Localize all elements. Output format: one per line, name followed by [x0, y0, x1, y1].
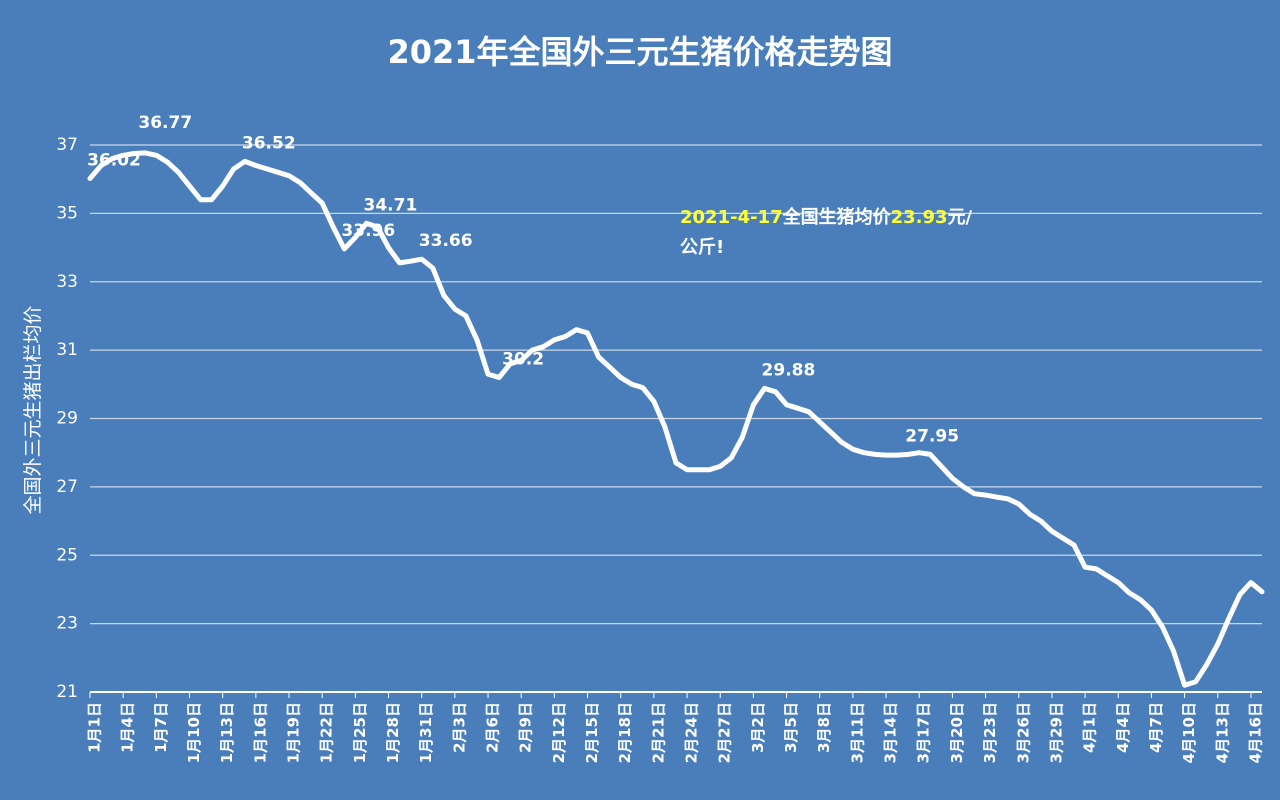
data-label: 29.88: [762, 360, 816, 380]
annotation: 2021-4-17全国生猪均价23.93元/: [680, 206, 973, 228]
x-tick-label: 2月21日: [649, 702, 667, 763]
data-label: 36.77: [138, 113, 192, 133]
data-label: 36.52: [242, 133, 296, 153]
y-tick-label: 23: [56, 614, 78, 634]
data-label: 30.2: [502, 349, 544, 369]
annotation-part: 元/: [948, 207, 973, 228]
annotation: 公斤!: [680, 237, 724, 258]
y-tick-label: 35: [56, 203, 78, 223]
x-tick-label: 1月16日: [251, 702, 269, 763]
x-tick-label: 4月4日: [1114, 702, 1132, 753]
x-tick-label: 2月15日: [583, 702, 601, 763]
x-tick-label: 1月28日: [384, 702, 402, 763]
x-tick-label: 1月31日: [417, 702, 435, 763]
data-label: 27.95: [905, 426, 959, 446]
data-label: 33.66: [419, 231, 473, 251]
x-tick-label: 3月2日: [749, 702, 767, 753]
x-tick-label: 2月3日: [450, 702, 468, 753]
y-tick-label: 25: [56, 545, 78, 565]
x-tick-label: 2月6日: [484, 702, 502, 753]
x-tick-label: 1月22日: [318, 702, 336, 763]
price-line: [87, 150, 1265, 688]
x-tick-label: 3月14日: [882, 702, 900, 763]
y-tick-label: 27: [56, 477, 78, 497]
x-tick-label: 1月1日: [86, 702, 104, 753]
x-tick-label: 4月1日: [1081, 702, 1099, 753]
data-label: 34.71: [364, 195, 418, 215]
x-tick-label: 3月8日: [815, 702, 833, 753]
x-tick-label: 1月25日: [351, 702, 369, 763]
x-tick-label: 3月5日: [782, 702, 800, 753]
x-tick-label: 3月26日: [1014, 702, 1032, 763]
x-tick-label: 1月7日: [152, 702, 170, 753]
annotation-part: 23.93: [891, 207, 948, 228]
x-tick-label: 1月4日: [119, 702, 137, 753]
annotation-part: 2021-4-17: [680, 207, 783, 228]
x-tick-label: 4月7日: [1147, 702, 1165, 753]
x-tick-label: 3月29日: [1047, 702, 1065, 763]
x-tick-label: 3月17日: [915, 702, 933, 763]
x-tick-label: 2月24日: [683, 702, 701, 763]
y-tick-label: 29: [56, 409, 78, 429]
annotation-part: 全国生猪均价: [782, 206, 892, 228]
y-tick-label: 31: [56, 340, 78, 360]
data-label: 36.02: [87, 151, 141, 171]
x-tick-label: 2月9日: [517, 702, 535, 753]
x-tick-label: 3月20日: [948, 702, 966, 763]
x-tick-label: 3月23日: [981, 702, 999, 763]
x-tick-label: 2月12日: [550, 702, 568, 763]
x-tick-label: 1月19日: [285, 702, 303, 763]
x-tick-label: 4月16日: [1246, 702, 1264, 763]
y-axis-label: 全国外三元生猪出栏均价: [22, 305, 44, 514]
y-tick-label: 33: [56, 272, 78, 292]
y-tick-label: 21: [56, 682, 78, 702]
x-tick-label: 2月27日: [716, 702, 734, 763]
x-tick-label: 4月13日: [1213, 702, 1231, 763]
x-tick-label: 2月18日: [616, 702, 634, 763]
annotation-part: 公斤!: [680, 237, 724, 258]
y-tick-label: 37: [56, 135, 78, 155]
x-tick-label: 1月10日: [185, 702, 203, 763]
x-tick-label: 1月13日: [218, 702, 236, 763]
data-label: 33.96: [341, 221, 395, 241]
chart-title: 2021年全国外三元生猪价格走势图: [387, 33, 892, 71]
x-tick-label: 4月10日: [1180, 702, 1198, 763]
x-tick-label: 3月11日: [848, 702, 866, 763]
